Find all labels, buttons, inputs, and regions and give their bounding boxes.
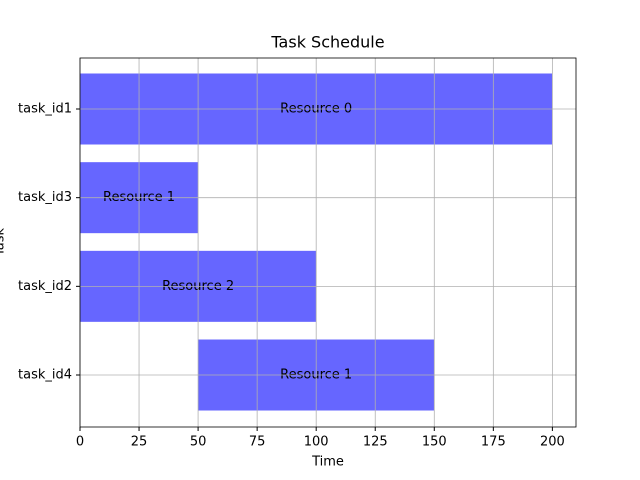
x-tick-label: 200	[540, 435, 565, 450]
x-tick-label: 125	[363, 435, 388, 450]
x-tick-label: 25	[131, 435, 148, 450]
x-tick-label: 0	[76, 435, 84, 450]
y-axis-label: Task	[0, 228, 8, 258]
x-tick-label: 100	[304, 435, 329, 450]
y-tick-label: task_id4	[18, 368, 72, 383]
y-tick-label: task_id1	[18, 102, 72, 117]
x-axis-label: Time	[311, 455, 344, 470]
y-tick-label: task_id2	[18, 279, 72, 294]
y-tick-label: task_id3	[18, 190, 72, 205]
x-tick-label: 50	[190, 435, 207, 450]
plot-frame	[79, 57, 577, 428]
x-tick-label: 175	[481, 435, 506, 450]
chart-title: Task Schedule	[270, 33, 384, 52]
x-tick-label: 150	[422, 435, 447, 450]
x-tick-label: 75	[249, 435, 266, 450]
